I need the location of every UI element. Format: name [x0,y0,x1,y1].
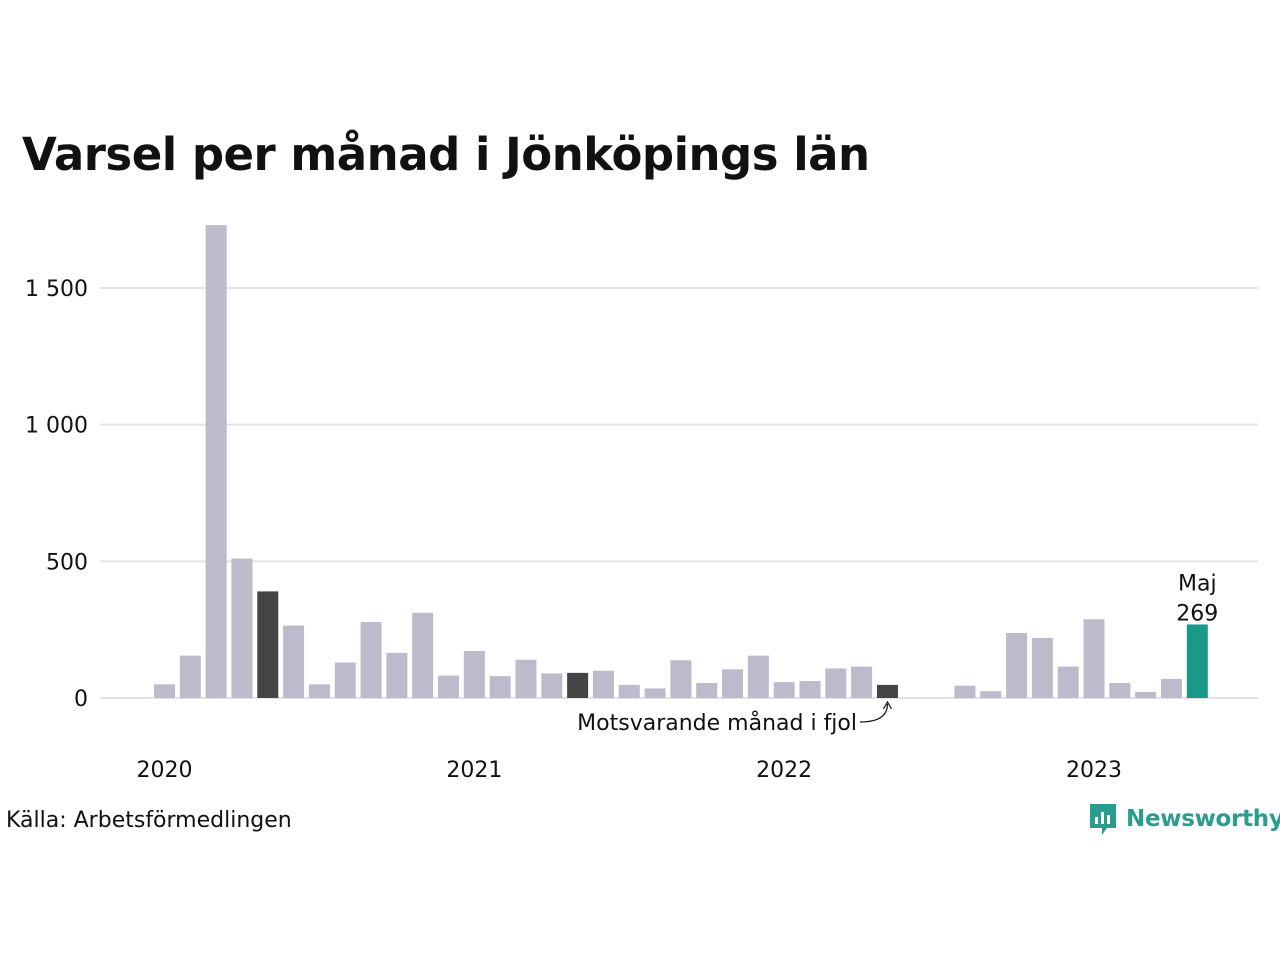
highlight-month-label: Maj [1178,571,1217,596]
bar-2020-12 [438,675,460,698]
bar-2020-01 [154,684,175,698]
bar-2020-07 [308,684,330,698]
bar-2020-06 [283,625,305,698]
source-note: Källa: Arbetsförmedlingen [6,808,292,833]
x-tick-label: 2022 [756,758,812,783]
logo-text: Newsworthy [1126,806,1280,832]
bar-2022-03 [825,668,847,698]
bar-2023-02 [1109,682,1131,698]
bar-2020-11 [412,612,434,698]
bar-2021-11 [722,669,744,698]
bar-2023-04 [1160,678,1182,698]
highlight-value-label: 269 [1176,601,1218,626]
bar-chart: 0 500 1 000 1 500 2020 2021 2022 2023 Maj 269 Mo… [25,225,1258,783]
annotation-arrowhead [882,700,892,710]
x-axis-ticks: 2020 2021 2022 2023 [137,758,1123,783]
bar-2021-10 [696,682,718,698]
bar-2022-02 [799,681,821,698]
bar-2021-09 [670,660,692,698]
bar-2020-04 [231,558,253,698]
bar-2022-04 [851,666,873,698]
bar-2023-01 [1083,619,1105,698]
bar-2021-05 [567,672,589,698]
bar-2021-03 [515,659,537,698]
chart-title: Varsel per månad i Jönköpings län [22,128,870,181]
annotation-arrow [859,703,889,723]
bar-2022-11 [1031,637,1053,698]
y-tick-label: 1 000 [25,414,88,439]
bar-2020-03 [205,225,227,698]
bar-2021-01 [463,650,485,698]
bar-2020-08 [334,662,356,698]
bar-2020-09 [360,622,382,698]
bar-2022-05 [876,684,898,698]
bar-2021-06 [592,670,614,698]
bar-2022-10 [1006,632,1028,698]
bar-2020-02 [179,655,201,698]
y-tick-label: 0 [74,687,88,712]
bar-2021-12 [747,655,769,698]
annotation-text: Motsvarande månad i fjol [577,710,857,736]
bar-2021-04 [541,673,563,698]
bar-2023-05 [1186,624,1208,698]
y-tick-label: 500 [46,550,88,575]
bar-2020-05 [257,591,279,698]
bar-2022-12 [1057,666,1079,698]
x-tick-label: 2023 [1066,758,1122,783]
y-axis-ticks: 0 500 1 000 1 500 [25,277,88,712]
annotations: Maj 269 Motsvarande månad i fjol [577,571,1218,736]
x-tick-label: 2021 [446,758,502,783]
bar-2021-02 [489,676,511,698]
bar-2023-03 [1135,691,1157,698]
bars [154,225,1208,698]
x-tick-label: 2020 [137,758,193,783]
newsworthy-logo[interactable]: Newsworthy [1088,802,1280,836]
bar-2020-10 [386,652,408,698]
bar-2022-08 [954,685,976,698]
bar-2021-07 [618,684,640,698]
bar-2021-08 [644,688,666,698]
newsworthy-chart-bubble-icon [1090,804,1116,835]
y-tick-label: 1 500 [25,277,88,302]
bar-2022-09 [980,691,1002,698]
bar-2022-01 [773,682,795,698]
